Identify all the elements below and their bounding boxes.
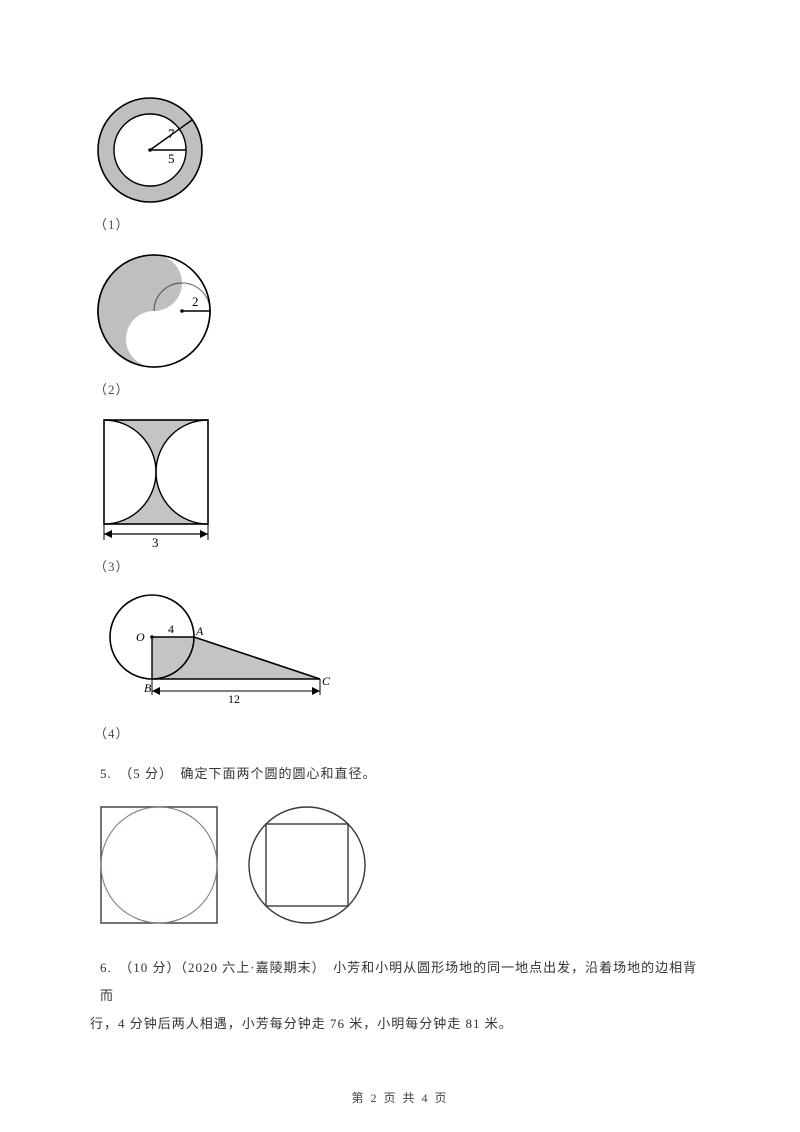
yinyang-radius-label: 2 [192,294,199,309]
annulus-diagram: 7 5 [90,90,220,210]
len-OA: 4 [168,622,174,636]
annulus-outer-label: 7 [168,126,175,141]
figure-3: 3 [90,412,710,552]
annulus-inner-label: 5 [168,151,175,166]
figure-4: O A B C 4 12 [90,589,710,719]
pt-O: O [136,630,145,644]
figure-1-label: （1） [94,214,710,233]
figure-2: 2 [90,247,710,375]
pt-A: A [195,624,204,638]
len-BC: 12 [228,692,240,706]
problem-5-text: 5. （5 分） 确定下面两个圆的圆心和直径。 [100,760,710,788]
pt-C: C [322,674,331,688]
yinyang-diagram: 2 [90,247,230,375]
square-dim-label: 3 [152,535,159,550]
page-footer: 第 2 页 共 4 页 [0,1089,800,1106]
figure-1: 7 5 [90,90,710,210]
square-in-circle [244,802,370,928]
problem-6-line2: 行，4 分钟后两人相遇，小芳每分钟走 76 米，小明每分钟走 81 米。 [90,1010,710,1038]
figure-2-label: （2） [94,379,710,398]
pt-B: B [144,681,152,695]
problem-6-line1: 6. （10 分）（2020 六上·嘉陵期末） 小芳和小明从圆形场地的同一地点出… [100,954,710,1010]
problem-6: 6. （10 分）（2020 六上·嘉陵期末） 小芳和小明从圆形场地的同一地点出… [100,954,710,1038]
figure-4-label: （4） [94,723,710,742]
circle-in-square [96,802,222,928]
circle-triangle-diagram: O A B C 4 12 [90,589,390,719]
square-semicircles-diagram: 3 [90,412,230,552]
page-container: 7 5 （1） 2 [0,0,800,1132]
problem-5-diagrams [96,802,710,928]
figure-3-label: （3） [94,556,710,575]
